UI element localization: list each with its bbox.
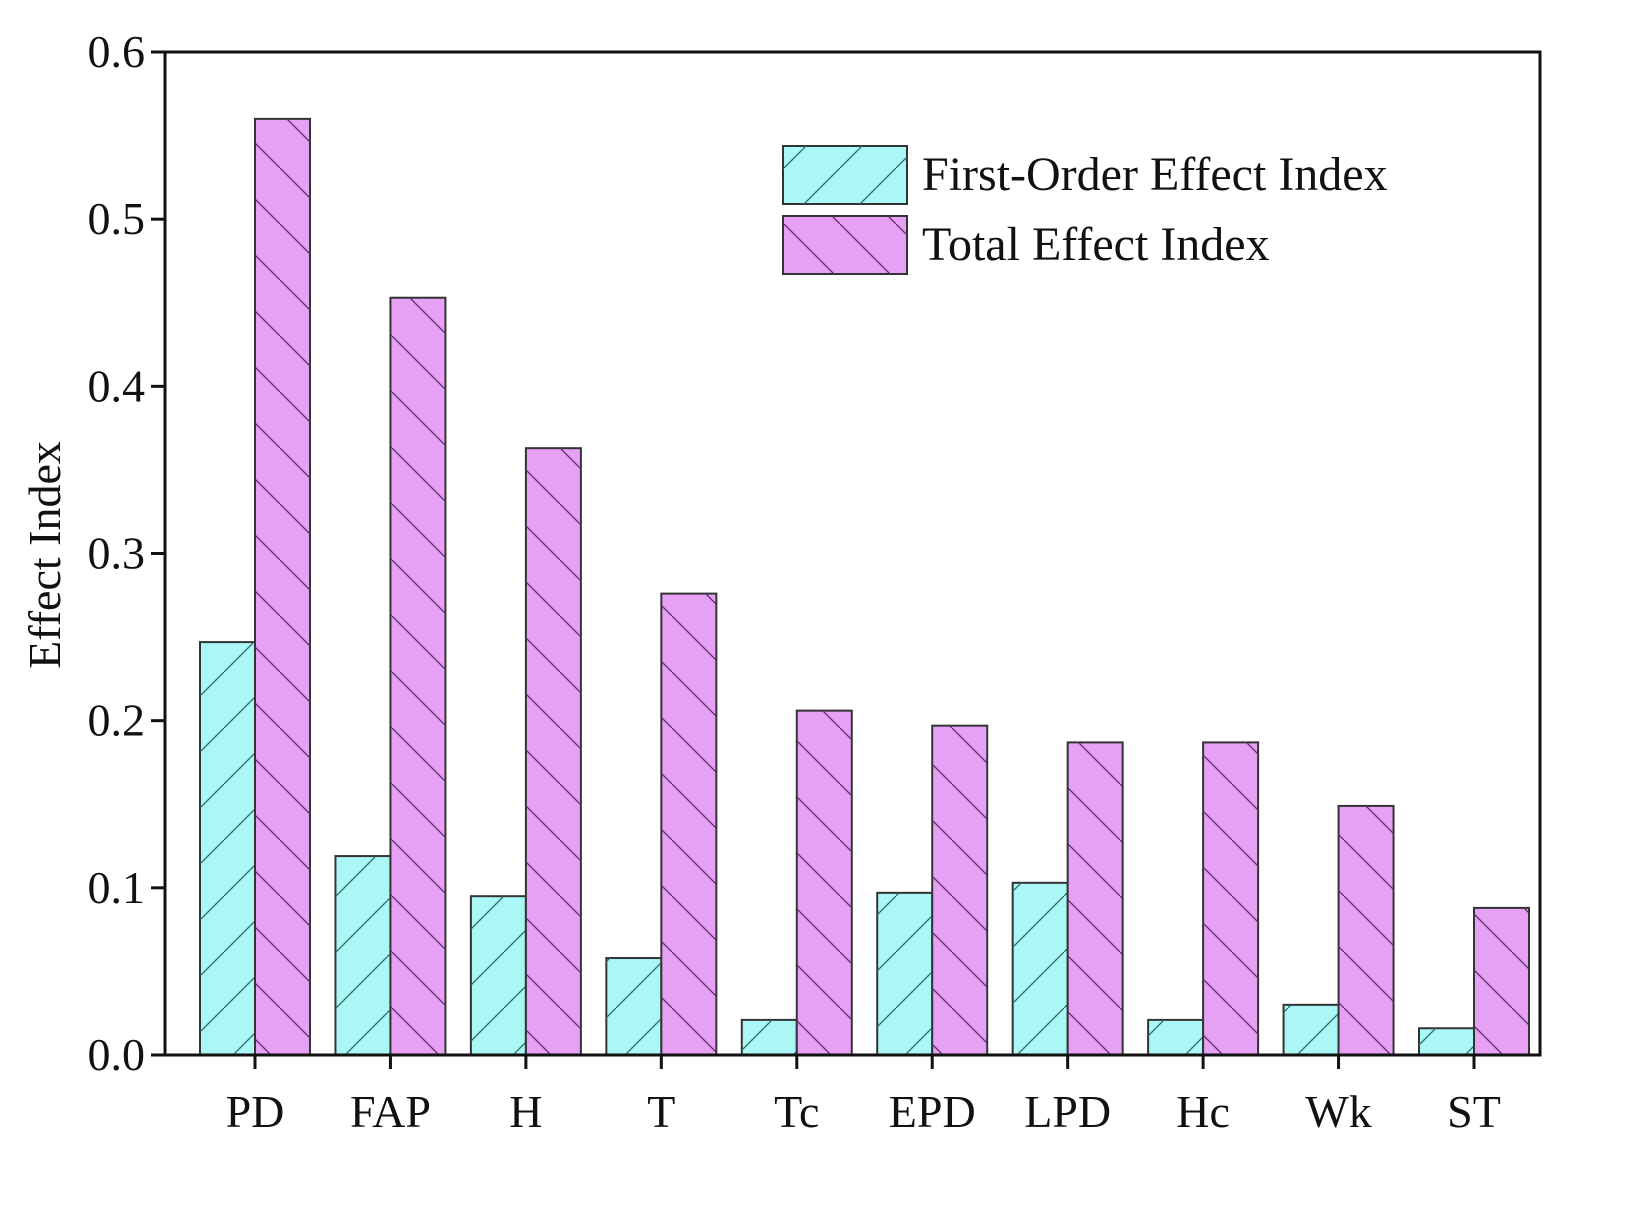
bar-hatch: [390, 297, 446, 1055]
bar-hatch: [796, 710, 852, 1055]
y-axis-label: Effect Index: [19, 441, 70, 669]
x-tick-label: PD: [226, 1086, 285, 1137]
x-tick-label: Wk: [1305, 1086, 1371, 1137]
legend-swatch-hatch: [783, 216, 907, 274]
bar-hatch: [525, 448, 581, 1055]
y-tick-label: 0.3: [88, 528, 146, 579]
x-tick-label: FAP: [350, 1086, 431, 1137]
x-tick-label: ST: [1447, 1086, 1501, 1137]
legend-label: First-Order Effect Index: [922, 148, 1388, 201]
legend-label: Total Effect Index: [922, 218, 1270, 271]
bar-hatch: [1012, 882, 1068, 1055]
x-tick-label: T: [647, 1086, 675, 1137]
bar-hatch: [606, 958, 662, 1055]
bar-hatch: [1419, 1028, 1474, 1055]
bar-hatch: [255, 118, 310, 1055]
bar-hatch: [661, 593, 717, 1055]
x-tick-label: EPD: [889, 1086, 976, 1137]
x-tick-label: H: [509, 1086, 542, 1137]
bar-hatch: [1338, 805, 1394, 1055]
plot-frame: [163, 50, 1542, 1057]
x-tick-label: Tc: [774, 1086, 819, 1137]
bar-hatch: [1283, 1004, 1339, 1055]
legend-swatch-hatch: [783, 146, 907, 204]
y-tick-label: 0.5: [88, 193, 146, 244]
bar-hatch: [1067, 742, 1123, 1055]
y-tick-label: 0.4: [88, 360, 146, 411]
bar-hatch: [200, 642, 255, 1055]
y-tick-label: 0.2: [88, 695, 146, 746]
bar-hatch: [877, 892, 933, 1055]
y-tick-label: 0.0: [88, 1029, 146, 1080]
bar-hatch: [1148, 1019, 1204, 1055]
y-tick-label: 0.1: [88, 862, 146, 913]
x-tick-label: Hc: [1176, 1086, 1230, 1137]
bar-hatch: [932, 725, 988, 1055]
bar-hatch: [470, 896, 526, 1055]
bar-hatch: [1474, 907, 1529, 1055]
x-tick-label: LPD: [1024, 1086, 1111, 1137]
bar-hatch: [741, 1019, 797, 1055]
bar-hatch: [1203, 742, 1259, 1055]
bar-hatch: [335, 856, 391, 1055]
y-tick-label: 0.6: [88, 26, 146, 77]
